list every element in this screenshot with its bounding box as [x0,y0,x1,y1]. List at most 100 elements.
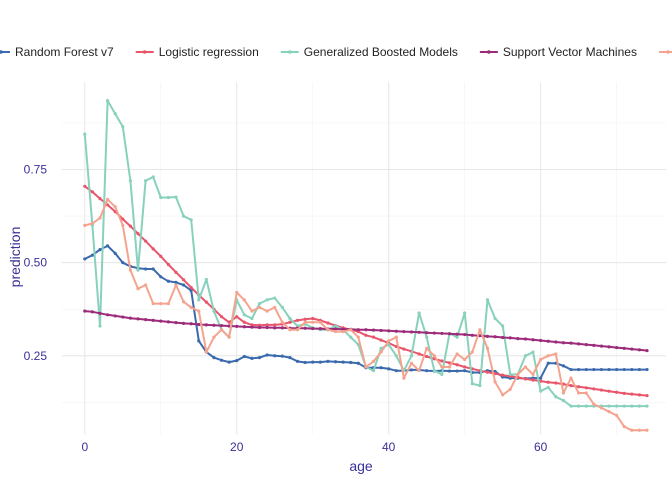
data-point [409,354,414,358]
data-point [379,350,383,354]
data-point [83,309,87,313]
data-point [577,391,581,395]
data-point [554,352,558,356]
data-point [318,360,322,364]
data-point [303,360,307,365]
data-point [212,323,216,327]
data-point [584,343,588,347]
data-point [501,324,505,328]
data-point [371,359,376,363]
data-point [349,335,353,339]
data-point [250,356,254,360]
data-point [463,357,467,362]
data-point [379,328,383,333]
data-point [379,366,383,370]
data-point [531,350,535,354]
data-point [90,221,94,226]
data-point [577,342,581,346]
data-point [242,298,246,302]
data-point [630,404,634,408]
data-point [189,286,193,290]
legend-item-1: Random Forest v7 [0,45,114,59]
data-point [98,216,102,220]
data-point [455,369,459,373]
data-point [485,370,490,374]
data-point [531,378,535,382]
data-point [478,328,482,332]
data-point [159,195,163,200]
data-point [493,369,497,374]
data-point [637,428,642,432]
data-point [159,319,163,323]
data-point [90,310,94,314]
data-point [478,383,482,388]
data-point [387,367,391,371]
data-point [432,354,436,358]
data-point [121,217,125,221]
data-point [265,309,269,313]
data-point [159,302,163,306]
data-point [250,316,254,321]
data-point [440,359,444,363]
data-point [174,270,178,274]
tick-labels: 0 20 40 60 0.25 0.50 0.75 [24,163,548,454]
data-point [607,389,611,393]
data-point [485,334,490,339]
data-point [637,393,642,397]
data-point [143,179,148,183]
data-point [189,218,193,222]
data-point [630,392,634,396]
data-point [90,190,94,194]
data-point [280,326,284,330]
data-point [212,335,216,339]
legend-item-3: Generalized Boosted Models [280,45,458,59]
data-point [546,385,550,390]
data-point [470,350,474,354]
data-point [136,287,140,291]
data-point [219,328,224,332]
series-2 [83,184,649,398]
data-point [303,326,307,330]
data-point [371,328,376,332]
series-4 [83,309,649,353]
data-point [166,195,170,200]
y-tick-label: 0.25 [24,349,48,363]
data-point [98,311,102,315]
data-point [295,328,300,332]
data-point [83,257,87,261]
data-point [83,132,87,136]
data-point [523,354,528,358]
y-tick-label: 0.50 [24,256,48,270]
data-point [121,261,125,265]
data-point [128,179,132,183]
data-point [204,350,208,354]
data-point [630,428,634,432]
data-point [592,367,596,372]
legend-item-2: Logistic regression [135,45,259,59]
data-point [607,345,611,349]
data-point [174,280,178,284]
data-point [181,300,186,304]
data-point [493,335,497,339]
data-point [356,361,360,365]
data-point [440,365,444,369]
data-point [508,336,512,340]
data-point [539,376,543,380]
data-point [273,305,277,309]
data-point [235,324,239,328]
data-point [455,332,459,336]
data-point [463,311,467,315]
data-point [295,324,300,328]
data-point [273,323,277,327]
data-point [128,268,132,272]
data-point [189,288,193,293]
data-point [516,372,520,377]
data-point [311,316,315,321]
data-point [447,361,452,365]
data-point [227,320,231,324]
data-point [364,365,368,369]
data-point [409,330,414,334]
data-point [235,359,239,363]
data-point [371,335,376,339]
data-point [166,279,170,283]
